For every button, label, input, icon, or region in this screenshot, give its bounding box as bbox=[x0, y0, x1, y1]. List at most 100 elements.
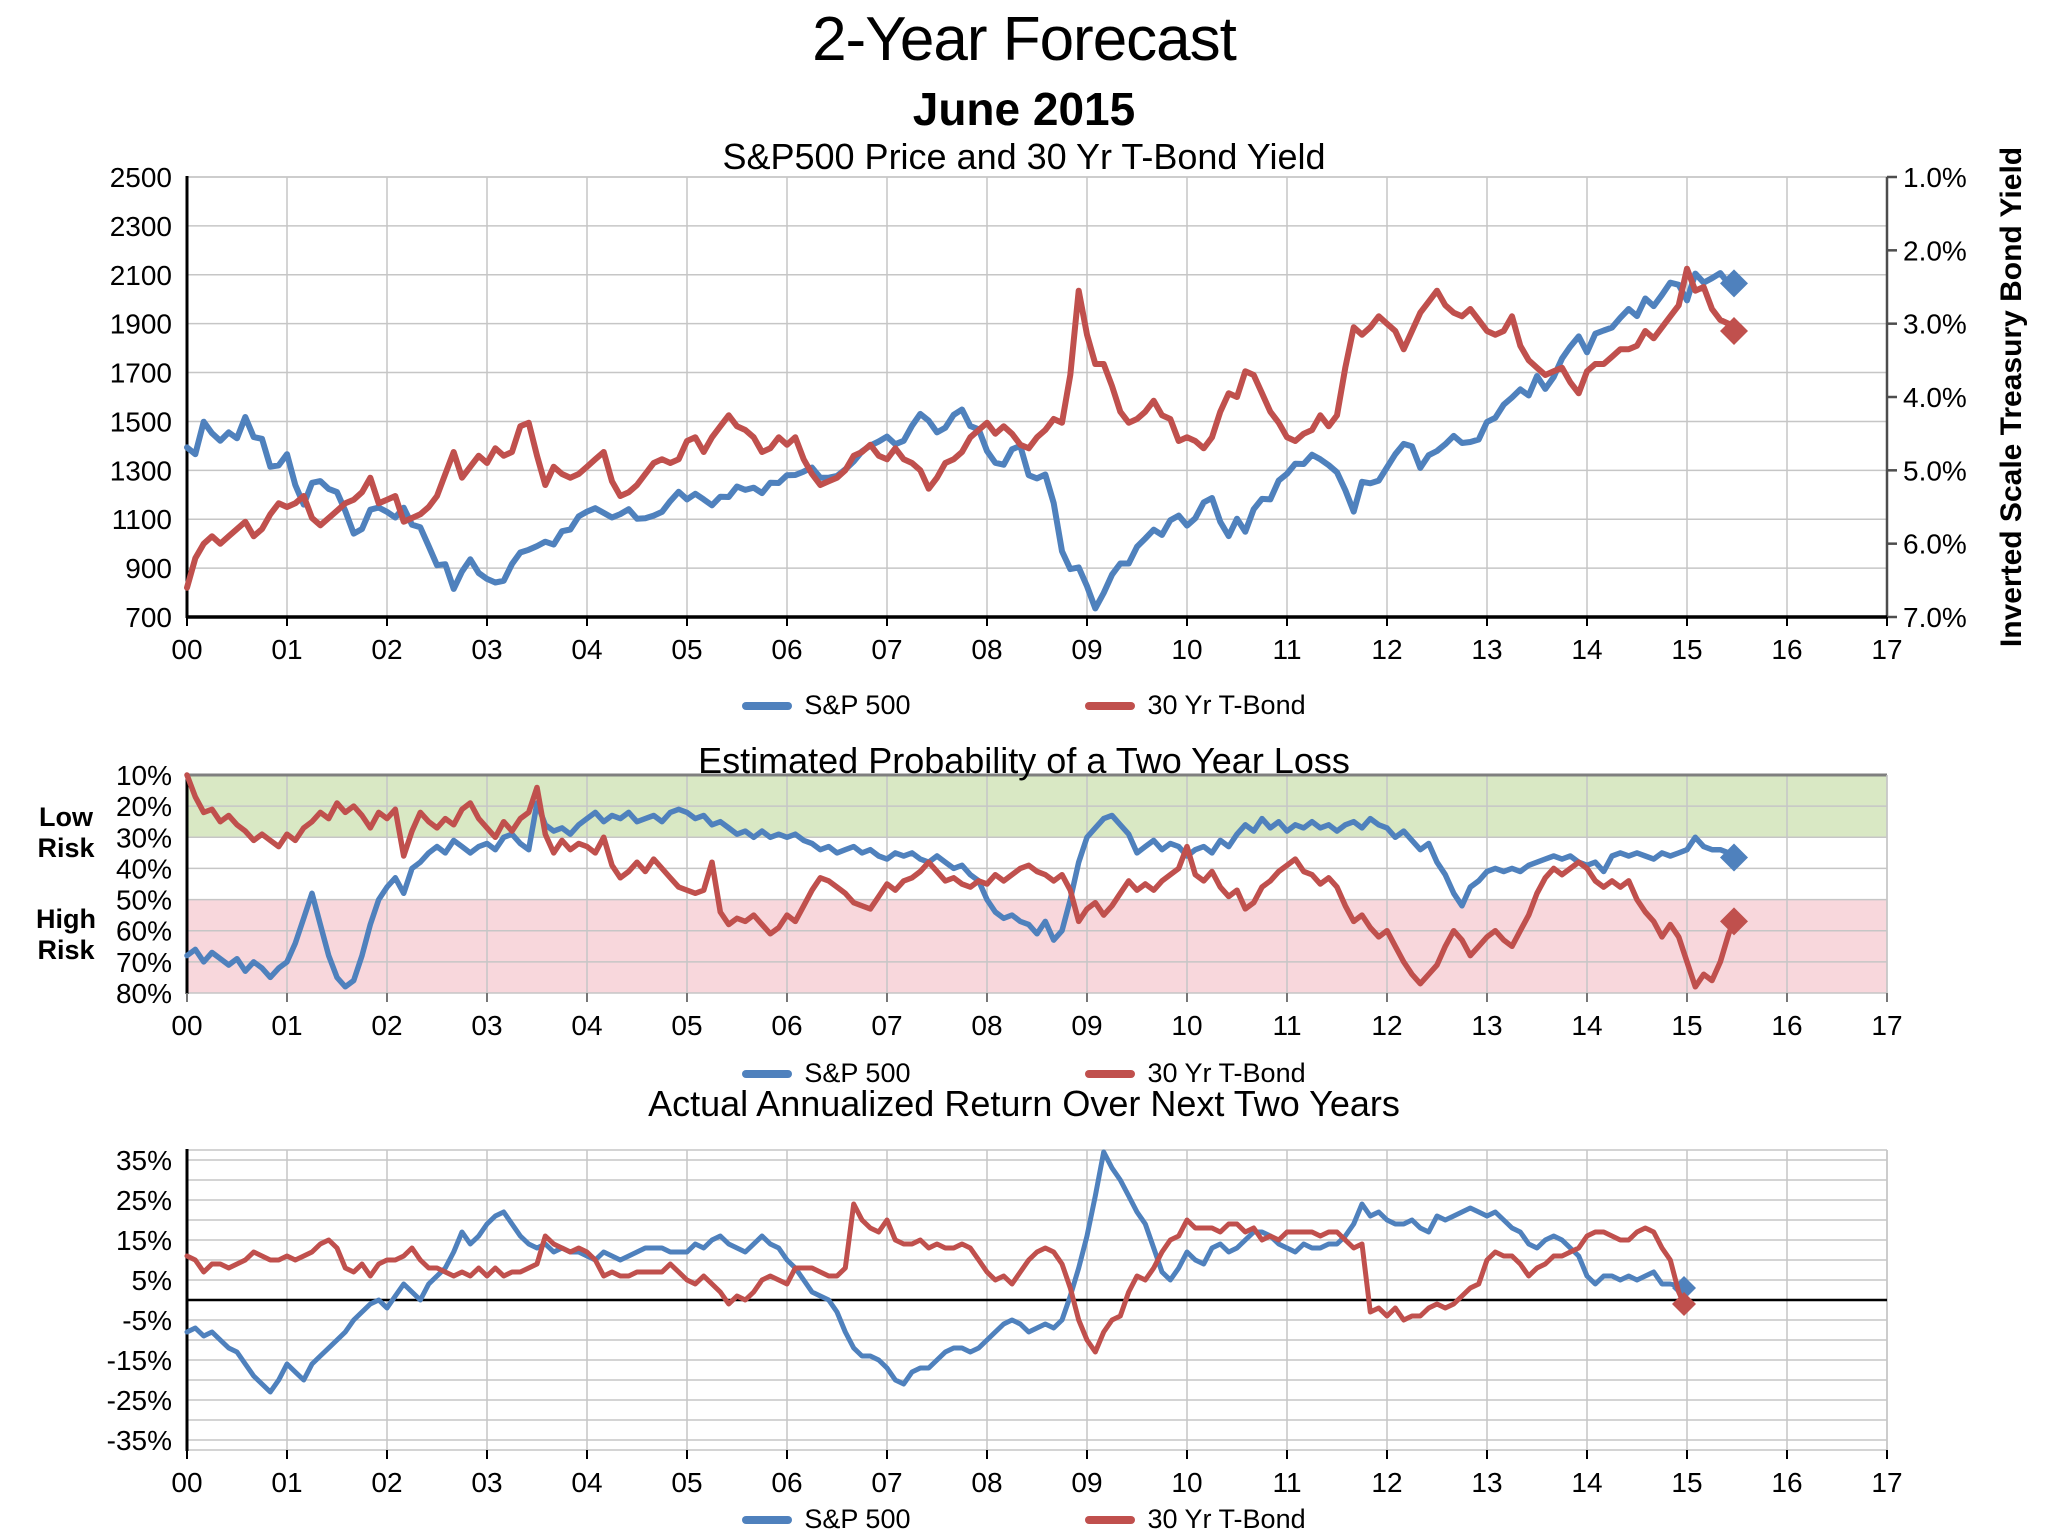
forecast-diamond-tbond bbox=[1720, 907, 1748, 936]
sp500-line-swatch-icon bbox=[742, 1069, 793, 1078]
x-tick-label: 13 bbox=[1471, 634, 1502, 665]
legend-label-sp500: S&P 500 bbox=[804, 690, 911, 720]
y-tick-label: 2500 bbox=[110, 162, 172, 193]
series-line-tbond bbox=[184, 772, 1737, 990]
x-tick-label: 02 bbox=[371, 634, 402, 665]
x-tick-label: 07 bbox=[871, 1467, 902, 1498]
y-tick-label: 2100 bbox=[110, 260, 172, 291]
series-line-tbond bbox=[184, 1201, 1687, 1355]
price-chart-title: S&P500 Price and 30 Yr T-Bond Yield bbox=[722, 136, 1326, 177]
x-tick-label: 14 bbox=[1571, 1467, 1602, 1498]
y-tick-label: 35% bbox=[116, 1145, 172, 1176]
x-tick-label: 13 bbox=[1471, 1467, 1502, 1498]
x-tick-label: 10 bbox=[1171, 634, 1202, 665]
x-tick-label: 15 bbox=[1671, 1010, 1702, 1041]
legend-item-tbond: 30 Yr T-Bond bbox=[1085, 1058, 1306, 1089]
chart-price: 250023002100190017001500130011009007001.… bbox=[110, 162, 1967, 665]
series-line-sp500 bbox=[184, 1149, 1687, 1395]
series-line-sp500 bbox=[184, 270, 1737, 612]
returns-chart-title: Actual Annualized Return Over Next Two Y… bbox=[648, 1083, 1400, 1124]
legend-probability: S&P 500 30 Yr T-Bond bbox=[0, 1058, 2048, 1089]
x-tick-label: 12 bbox=[1371, 634, 1402, 665]
y-tick-label: 2300 bbox=[110, 211, 172, 242]
x-tick-label: 07 bbox=[871, 1010, 902, 1041]
x-tick-label: 16 bbox=[1771, 1467, 1802, 1498]
x-tick-label: 17 bbox=[1871, 634, 1902, 665]
x-tick-label: 05 bbox=[671, 634, 702, 665]
legend-label-tbond: 30 Yr T-Bond bbox=[1147, 1504, 1306, 1534]
x-tick-label: 09 bbox=[1071, 1010, 1102, 1041]
x-tick-label: 10 bbox=[1171, 1010, 1202, 1041]
y-tick-label: -25% bbox=[107, 1385, 172, 1416]
x-tick-label: 06 bbox=[771, 634, 802, 665]
tbond-line-swatch-icon bbox=[1085, 701, 1136, 710]
legend-label-tbond: 30 Yr T-Bond bbox=[1147, 690, 1306, 720]
x-tick-label: 16 bbox=[1771, 1010, 1802, 1041]
y-right-tick-label: 1.0% bbox=[1903, 162, 1967, 193]
x-tick-label: 14 bbox=[1571, 634, 1602, 665]
y-tick-label: -15% bbox=[107, 1345, 172, 1376]
legend-item-tbond: 30 Yr T-Bond bbox=[1085, 1504, 1306, 1535]
x-tick-label: 10 bbox=[1171, 1467, 1202, 1498]
x-tick-label: 04 bbox=[571, 1010, 602, 1041]
legend-returns: S&P 500 30 Yr T-Bond bbox=[0, 1504, 2048, 1535]
y-right-tick-label: 7.0% bbox=[1903, 602, 1967, 633]
low-risk-label: Low Risk bbox=[37, 802, 95, 863]
y-tick-label: 900 bbox=[125, 553, 172, 584]
x-tick-label: 04 bbox=[571, 1467, 602, 1498]
chart-returns: 35% 25% 15% 5% -5% -15% -25% -35% 00 01 02 03 04 05 06… bbox=[107, 1145, 1903, 1498]
x-tick-label: 06 bbox=[771, 1010, 802, 1041]
x-tick-label: 03 bbox=[471, 1467, 502, 1498]
x-tick-label: 06 bbox=[771, 1467, 802, 1498]
legend-item-sp500: S&P 500 bbox=[742, 1058, 910, 1089]
x-tick-label: 11 bbox=[1272, 1010, 1301, 1041]
y-right-tick-label: 5.0% bbox=[1903, 455, 1967, 486]
y-tick-label: 80% bbox=[116, 978, 172, 1009]
page-subtitle: June 2015 bbox=[912, 83, 1136, 135]
sp500-line-swatch-icon bbox=[742, 1515, 793, 1524]
y-tick-label: 60% bbox=[116, 916, 172, 947]
x-tick-label: 17 bbox=[1871, 1010, 1902, 1041]
x-tick-label: 11 bbox=[1272, 634, 1301, 665]
x-tick-label: 03 bbox=[471, 1010, 502, 1041]
page-title: 2-Year Forecast bbox=[812, 5, 1237, 74]
tbond-line-swatch-icon bbox=[1085, 1069, 1136, 1078]
legend-item-sp500: S&P 500 bbox=[742, 690, 910, 721]
forecast-diamond-tbond bbox=[1672, 1292, 1696, 1316]
y-right-tick-label: 3.0% bbox=[1903, 309, 1967, 340]
y-tick-label: 700 bbox=[125, 602, 172, 633]
y-tick-label: -5% bbox=[122, 1305, 172, 1336]
legend-label-sp500: S&P 500 bbox=[804, 1058, 911, 1088]
x-tick-label: 13 bbox=[1471, 1010, 1502, 1041]
x-tick-label: 05 bbox=[671, 1467, 702, 1498]
x-tick-label: 02 bbox=[371, 1010, 402, 1041]
legend-item-sp500: S&P 500 bbox=[742, 1504, 910, 1535]
y-tick-label: -35% bbox=[107, 1425, 172, 1456]
y-right-tick-label: 2.0% bbox=[1903, 235, 1967, 266]
y-tick-label: 25% bbox=[116, 1185, 172, 1216]
x-tick-label: 08 bbox=[971, 1010, 1002, 1041]
x-tick-label: 14 bbox=[1571, 1010, 1602, 1041]
y-right-tick-label: 4.0% bbox=[1903, 382, 1967, 413]
legend-label-tbond: 30 Yr T-Bond bbox=[1147, 1058, 1306, 1088]
x-tick-label: 01 bbox=[271, 1010, 302, 1041]
x-tick-label: 00 bbox=[171, 1010, 202, 1041]
y-tick-label: 10% bbox=[116, 760, 172, 791]
x-tick-label: 00 bbox=[171, 1467, 202, 1498]
x-tick-label: 09 bbox=[1071, 1467, 1102, 1498]
y-tick-label: 30% bbox=[116, 822, 172, 853]
x-tick-label: 12 bbox=[1371, 1010, 1402, 1041]
probability-chart-title: Estimated Probability of a Two Year Loss bbox=[698, 740, 1350, 781]
chart-probability: 10%20%30%40%50%60%70%80%00 01 02 03 04 05 06 07… bbox=[116, 760, 1903, 1041]
band-high-risk bbox=[187, 899, 1887, 993]
y-tick-label: 40% bbox=[116, 853, 172, 884]
tbond-line-swatch-icon bbox=[1085, 1515, 1136, 1524]
x-tick-label: 17 bbox=[1871, 1467, 1902, 1498]
x-tick-label: 08 bbox=[971, 634, 1002, 665]
series-line-sp500 bbox=[184, 800, 1737, 990]
legend-label-sp500: S&P 500 bbox=[804, 1504, 911, 1534]
x-tick-label: 01 bbox=[271, 634, 302, 665]
x-tick-label: 00 bbox=[171, 634, 202, 665]
